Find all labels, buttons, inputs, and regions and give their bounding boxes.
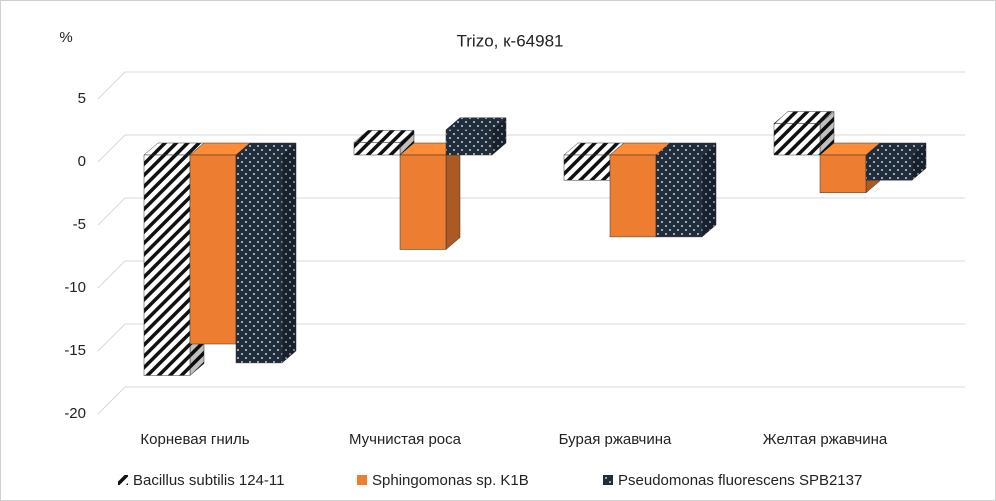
grid-line-side	[97, 197, 126, 226]
grid-line-side	[97, 134, 126, 163]
bar-side-shade	[702, 143, 716, 237]
bar	[189, 154, 237, 345]
y-axis-label: %	[59, 29, 72, 46]
bar	[445, 129, 493, 156]
grid-line-side	[97, 71, 126, 100]
y-tick-label: 5	[78, 90, 86, 107]
y-tick-label: 0	[78, 153, 86, 170]
bar-group	[773, 110, 835, 156]
bar-side-shade	[820, 111, 834, 155]
bar	[819, 154, 867, 194]
x-tick-label: Мучнистая роса	[349, 431, 462, 448]
bar-group	[353, 129, 415, 156]
y-tick-label: -10	[64, 279, 86, 296]
grid-line-side	[97, 260, 126, 289]
bar-group	[655, 142, 717, 238]
x-tick-label: Желтая ржавчина	[763, 431, 888, 448]
bar	[865, 154, 913, 181]
bar-group	[235, 142, 297, 364]
legend-label: Bacillus subtilis 124-11	[133, 472, 284, 489]
bar-group	[445, 117, 507, 156]
legend-label: Sphingomonas sp. K1B	[372, 472, 529, 489]
bar	[353, 142, 401, 156]
bar-side-shade	[400, 130, 414, 155]
x-tick-label: Корневая гниль	[140, 431, 249, 448]
bar	[773, 123, 821, 156]
legend-swatch	[357, 475, 367, 485]
y-tick-label: -15	[64, 342, 86, 359]
bar	[399, 154, 447, 250]
y-tick-label: -20	[64, 405, 86, 422]
grid-line-side	[97, 386, 126, 415]
y-tick-label: -5	[73, 216, 86, 233]
bar-group	[865, 142, 927, 181]
x-tick-label: Бурая ржавчина	[559, 431, 672, 448]
bar	[563, 154, 611, 181]
legend-swatch	[603, 475, 613, 485]
bar	[655, 154, 703, 238]
legend-label: Pseudomonas fluorescens SPB2137	[618, 472, 862, 489]
bar-side-shade	[282, 143, 296, 363]
grid-line-side	[97, 323, 126, 352]
bar	[143, 154, 191, 376]
legend-swatch	[118, 475, 128, 485]
bar	[235, 154, 283, 364]
bar-group	[399, 142, 461, 251]
bar-side	[445, 142, 461, 251]
bar	[609, 154, 657, 238]
chart-title: Trizo, к-64981	[457, 31, 564, 50]
